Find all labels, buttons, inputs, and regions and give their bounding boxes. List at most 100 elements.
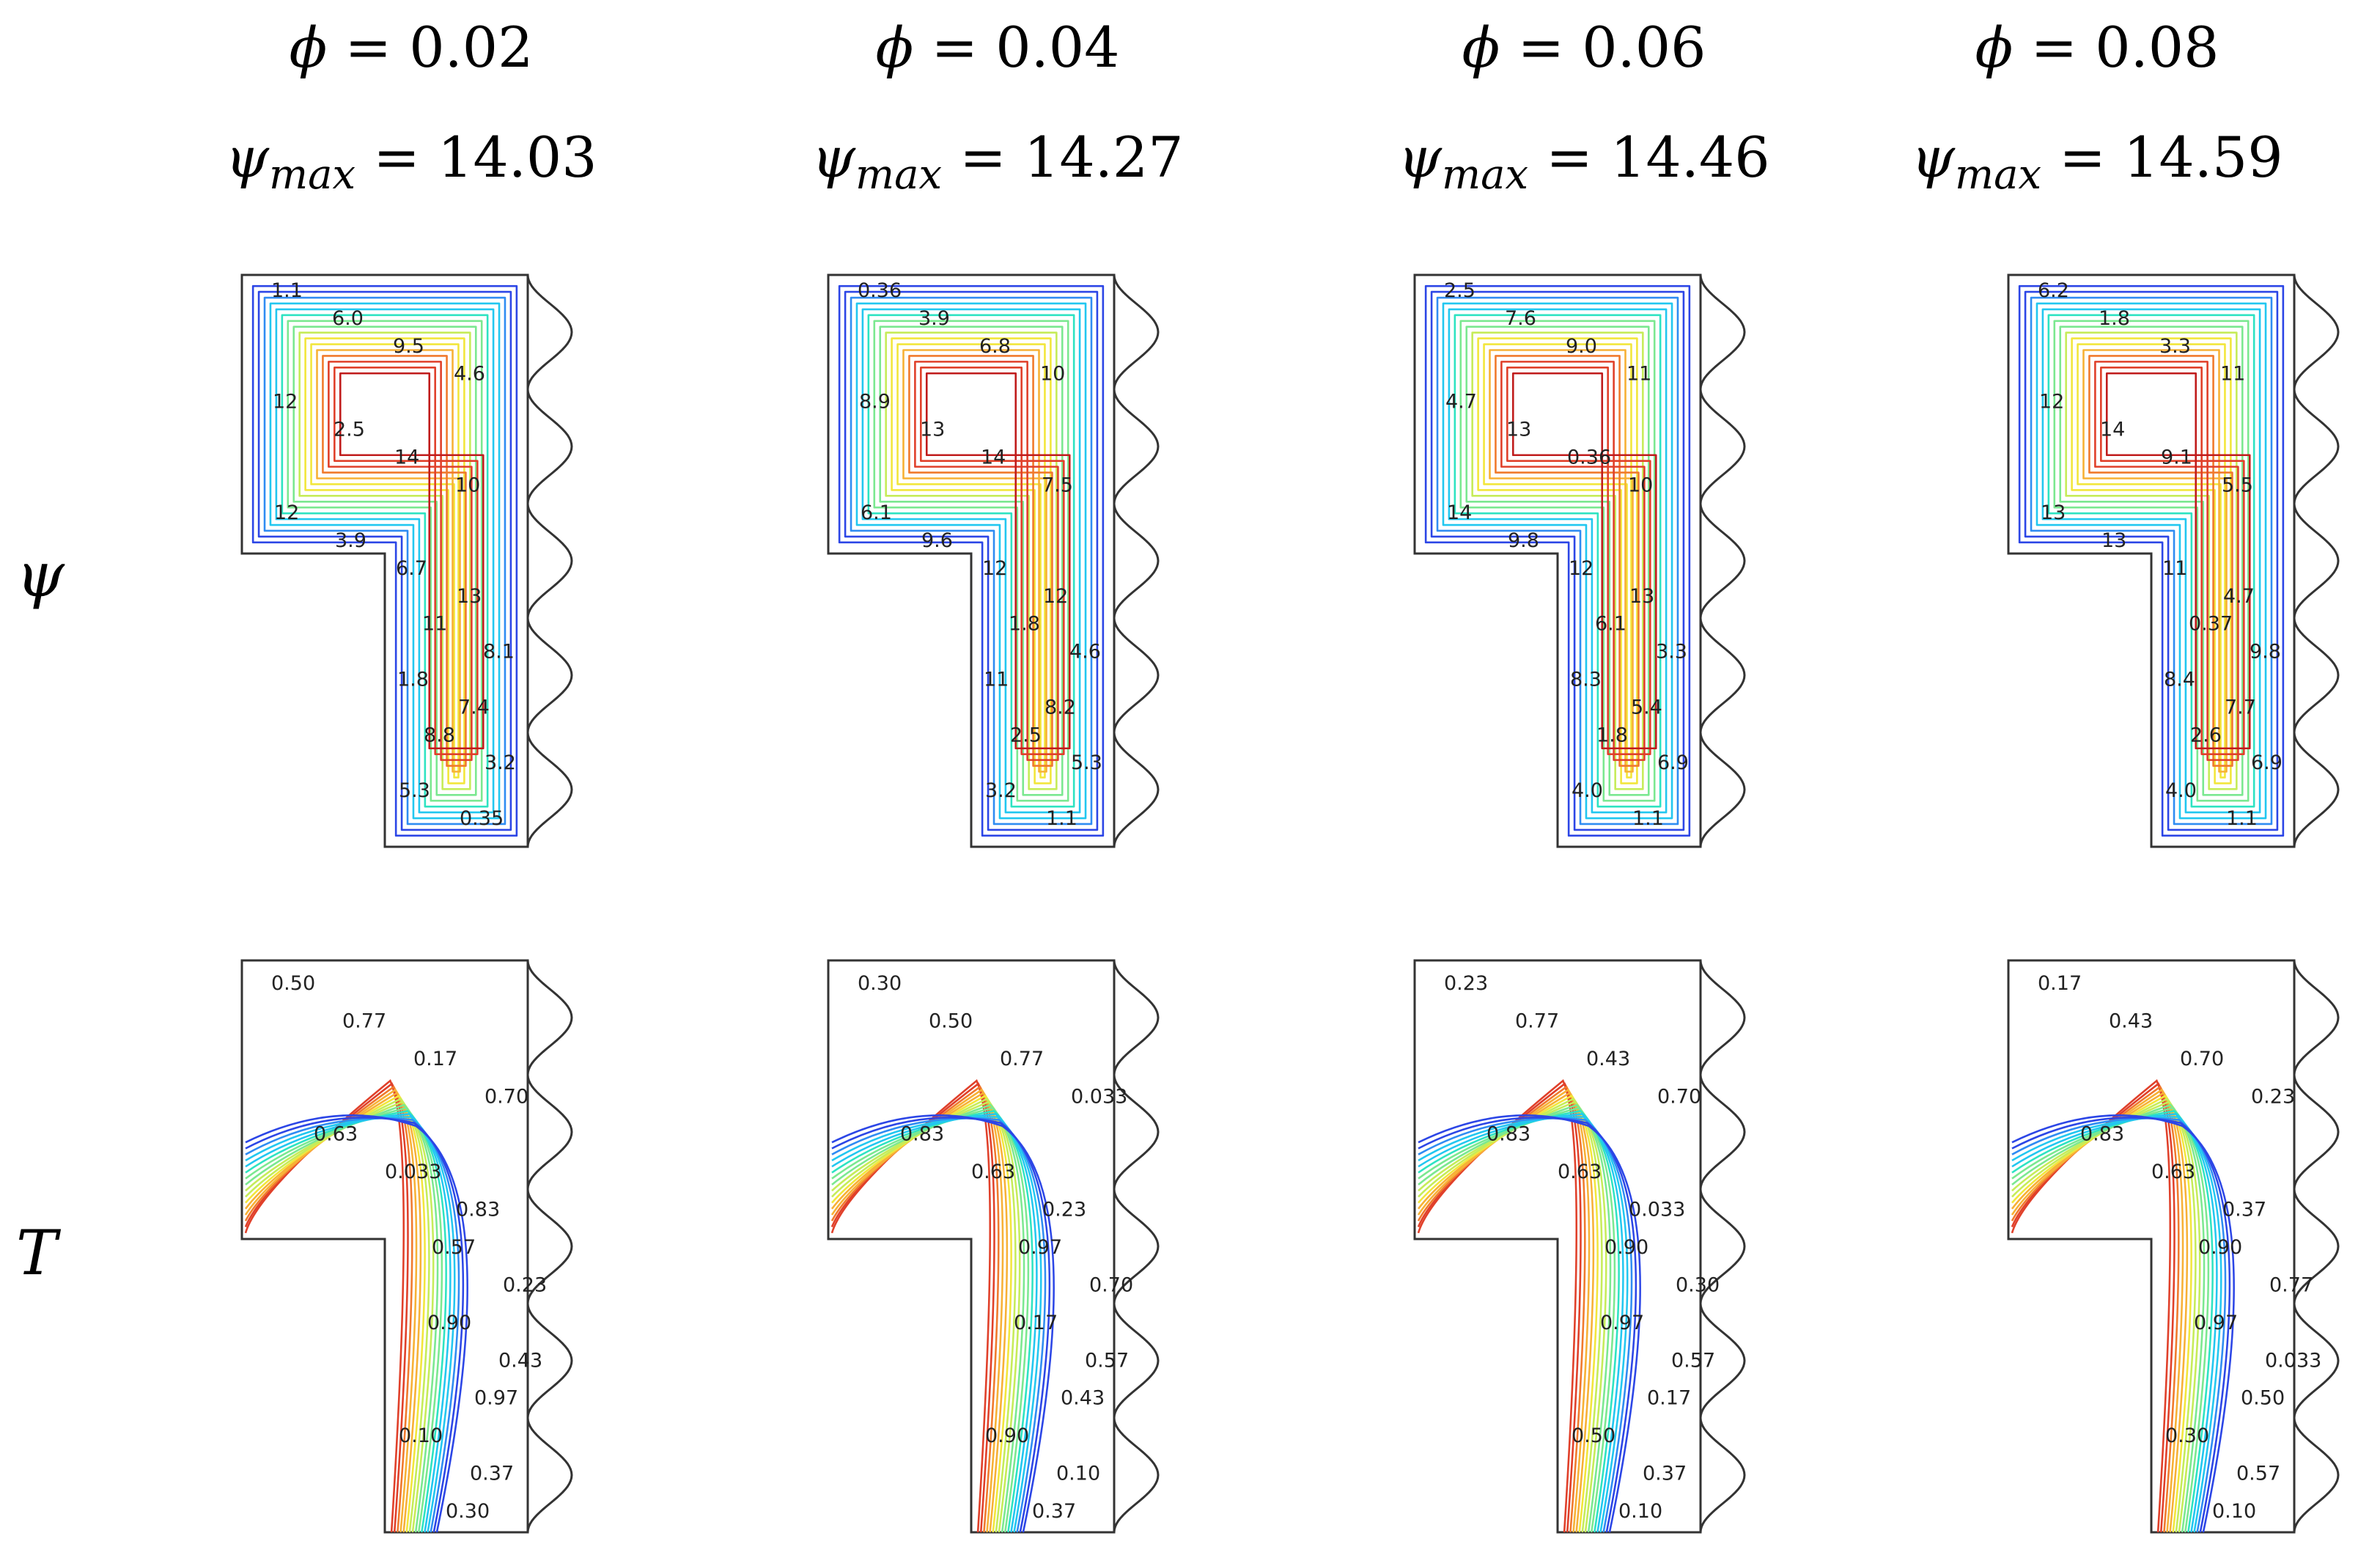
contour-label: 3.9: [918, 307, 950, 330]
contour-label: 1.1: [1632, 807, 1664, 830]
streamline: [914, 361, 1059, 761]
isotherm: [831, 1114, 1055, 1533]
streamline: [322, 355, 467, 767]
isotherm: [2011, 1085, 2180, 1533]
contour-label: 6.1: [1595, 613, 1626, 636]
contour-label: 0.90: [2198, 1236, 2242, 1259]
contour-label: 0.90: [1605, 1236, 1648, 1259]
contour-label: 0.36: [1567, 446, 1611, 468]
contour-label: 0.77: [2269, 1273, 2313, 1296]
contour-label: 0.30: [2165, 1425, 2209, 1447]
contour-label: 14: [2100, 419, 2125, 441]
contour-label: 7.7: [2225, 696, 2256, 718]
contour-label: 9.8: [1508, 529, 1539, 552]
contour-label: 0.033: [1071, 1085, 1127, 1108]
contour-label: 12: [2039, 391, 2064, 413]
streamline: [328, 361, 473, 761]
psi-symbol: ψ: [811, 125, 855, 190]
contour-label: 14: [394, 446, 419, 468]
contour-label: 0.10: [399, 1425, 443, 1447]
column-1-phi-header: ϕ = 0.02: [155, 15, 668, 80]
contour-label: 0.37: [470, 1463, 514, 1485]
isotherm: [2011, 1114, 2235, 1533]
phi-value: = 0.02: [345, 15, 534, 80]
streamline: [1500, 361, 1646, 761]
psimax-value: = 14.59: [2059, 125, 2283, 190]
streamline: [292, 326, 477, 796]
contour-label: 11: [1626, 363, 1651, 386]
isotherm: [245, 1114, 468, 1533]
streamline: [1459, 320, 1656, 802]
contour-label: 0.83: [2080, 1123, 2124, 1146]
streamline-panel-4: 6.2 1.8 3.3 11 12 14 9.1 5.5 13 13 11 4.7 0.37 9.8 8.4…: [2007, 273, 2340, 848]
contour-label: 0.37: [1032, 1500, 1076, 1523]
contour-label: 5.3: [399, 779, 430, 802]
streamline: [873, 320, 1069, 802]
isotherm: [830, 1091, 1009, 1533]
contour-label: 0.17: [1014, 1312, 1058, 1334]
streamline: [838, 284, 1105, 837]
streamline: [1477, 337, 1638, 784]
contour-label: 4.0: [2165, 779, 2197, 802]
streamline: [304, 337, 465, 784]
contour-label: 0.97: [1018, 1236, 1062, 1259]
isotherm: [244, 1085, 413, 1533]
psimax-value: = 14.27: [959, 125, 1184, 190]
contour-label: 5.5: [2222, 474, 2253, 496]
wavy-wall: [526, 274, 573, 848]
psi-symbol: ψ: [225, 125, 269, 190]
contour-label: 0.35: [460, 807, 504, 830]
streamline: [1483, 343, 1632, 779]
contour-label: 0.50: [2241, 1387, 2285, 1410]
streamline: [2094, 361, 2239, 761]
domain-outline: [240, 959, 529, 1534]
psi-symbol: ψ: [1911, 125, 1955, 190]
contour-label: 0.83: [456, 1199, 500, 1221]
contour-label: 1.8: [1596, 724, 1628, 746]
streamline-panel-2: 0.363.96.8108.913147.56.19.612121.84.611…: [827, 273, 1160, 848]
column-2-psimax-header: ψmax = 14.27: [741, 125, 1254, 199]
phi-symbol: ϕ: [1975, 15, 2014, 80]
phi-symbol: ϕ: [875, 15, 914, 80]
contour-label: 0.36: [858, 279, 902, 302]
contour-label: 6.8: [979, 335, 1011, 358]
isotherm: [244, 1082, 409, 1533]
contour-label: 8.3: [1570, 669, 1602, 691]
streamline: [251, 284, 518, 837]
contour-label: 0.50: [1572, 1425, 1615, 1447]
streamline: [2047, 314, 2255, 808]
contour-label: 13: [457, 585, 482, 608]
contour-label: 0.83: [1486, 1123, 1530, 1146]
isotherm: [244, 1091, 422, 1533]
wavy-wall: [2293, 960, 2340, 1533]
contour-label: 7.5: [1042, 474, 1073, 496]
contour-label: 9.0: [1566, 335, 1597, 358]
phi-symbol: ϕ: [1462, 15, 1500, 80]
contour-label: 13: [2041, 501, 2066, 524]
contour-label: 11: [2220, 363, 2245, 386]
contour-label: 2.5: [1444, 279, 1475, 302]
contour-label: 0.70: [485, 1085, 528, 1108]
contour-label: 0.17: [413, 1048, 457, 1070]
streamline: [2035, 302, 2267, 820]
wavy-wall: [1699, 274, 1746, 848]
contour-label: 0.63: [314, 1123, 358, 1146]
contour-label: 0.63: [2151, 1161, 2195, 1183]
contour-label: 0.033: [385, 1161, 441, 1183]
contour-label: 6.9: [1657, 751, 1689, 774]
streamline: [263, 296, 506, 826]
contour-label: 10: [1040, 363, 1065, 386]
column-1-psimax-header: ψmax = 14.03: [155, 125, 668, 199]
isotherm: [830, 1082, 995, 1533]
contour-label: 0.37: [1643, 1463, 1687, 1485]
contour-label: 0.57: [1085, 1349, 1129, 1372]
contour-label: 0.30: [858, 972, 902, 995]
contour-label: 1.8: [2099, 307, 2130, 330]
contour-label: 3.2: [485, 751, 516, 774]
isotherm: [1418, 1113, 1624, 1533]
domain-outline: [827, 959, 1116, 1534]
contour-label: 0.10: [1618, 1500, 1662, 1523]
contour-label: 3.9: [335, 529, 366, 552]
contour-label: 10: [455, 474, 480, 496]
isotherm: [1417, 1085, 1586, 1533]
